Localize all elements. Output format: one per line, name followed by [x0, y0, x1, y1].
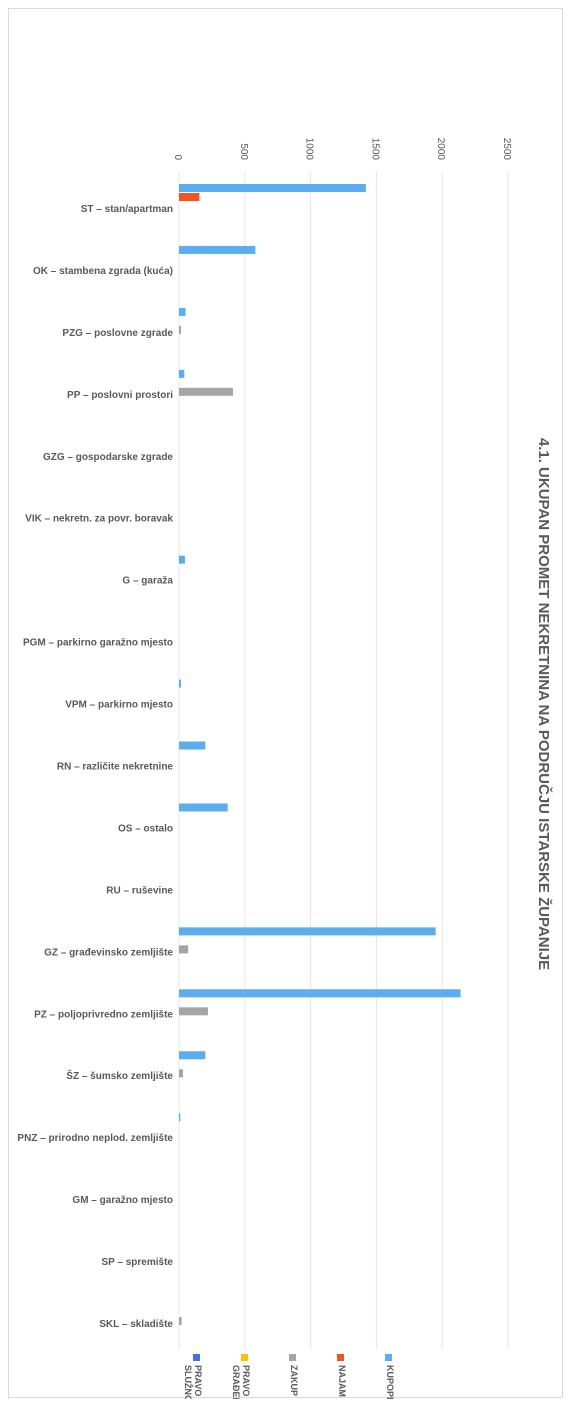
legend-entry-najam: NAJAM: [337, 1354, 347, 1397]
legend-label-pravo-sluznosti-1: SLUŽNOSTI: [183, 1365, 194, 1399]
legend-label-kupoprodaja: KUPOPRODAJA: [385, 1365, 395, 1399]
category-label-pnz-prirodno-neplod-zemljiste: PNZ – prirodno neplod. zemljište: [17, 1133, 173, 1144]
bar-kupoprodaja-gz-gra-evinsko-zemljiste: [179, 927, 436, 936]
category-label-pgm-parkirno-garazno-mjesto: PGM – parkirno garažno mjesto: [23, 638, 173, 649]
category-label-ru-rusevine: RU – ruševine: [106, 885, 173, 896]
bar-kupoprodaja-ok-stambena-zgrada-kuca: [179, 245, 256, 254]
bar-zakup-pz-poljoprivredno-zemljiste: [179, 1007, 208, 1016]
category-label-pp-poslovni-prostori: PP – poslovni prostori: [67, 390, 173, 401]
category-label-rn-razlicite-nekretnine: RN – različite nekretnine: [57, 762, 174, 773]
bar-najam-st-stan-apartman: [179, 193, 200, 201]
tick-label-2500: 2500: [501, 138, 512, 161]
legend-label-pravo-gra-enja-1: GRAĐENJA: [231, 1365, 241, 1399]
category-label-vpm-parkirno-mjesto: VPM – parkirno mjesto: [65, 700, 173, 711]
category-label-gm-garazno-mjesto: GM – garažno mjesto: [72, 1195, 173, 1206]
legend-label-najam: NAJAM: [337, 1365, 347, 1397]
category-label-ok-stambena-zgrada-kuca: OK – stambena zgrada (kuća): [33, 266, 173, 277]
legend-label-pravo-sluznosti-0: PRAVO: [193, 1365, 203, 1396]
bar-kupoprodaja-pp-poslovni-prostori: [179, 369, 185, 378]
bar-kupoprodaja-pz-poljoprivredno-zemljiste: [179, 989, 461, 998]
bar-kupoprodaja-g-garaza: [179, 555, 185, 564]
category-label-pzg-poslovne-zgrade: PZG – poslovne zgrade: [62, 328, 173, 339]
category-label-skl-skladiste: SKL – skladište: [99, 1319, 173, 1330]
category-label-gzg-gospodarske-zgrade: GZG – gospodarske zgrade: [43, 452, 173, 463]
legend-entry-kupoprodaja: KUPOPRODAJA: [385, 1354, 395, 1399]
category-label-os-ostalo: OS – ostalo: [118, 823, 173, 834]
legend-swatch-kupoprodaja: [385, 1354, 392, 1361]
category-label-sz-sumsko-zemljiste: ŠZ – šumsko zemljište: [66, 1069, 173, 1082]
bar-zakup-skl-skladiste: [179, 1317, 182, 1326]
legend-swatch-zakup: [289, 1354, 296, 1361]
bar-kupoprodaja-rn-razlicite-nekretnine: [179, 741, 206, 750]
category-label-gz-gra-evinsko-zemljiste: GZ – građevinsko zemljište: [44, 947, 173, 958]
category-label-sp-spremiste: SP – spremište: [101, 1257, 173, 1268]
tick-label-1000: 1000: [304, 138, 315, 161]
bar-chart: 0 500 1000 1500 2000 2500 ST – stan/apartman OK…: [17, 138, 553, 1399]
bar-kupoprodaja-sz-sumsko-zemljiste: [179, 1051, 206, 1060]
category-label-vik-nekretn-za-povr-boravak: VIK – nekretn. za povr. boravak: [25, 514, 173, 525]
tick-label-500: 500: [238, 143, 249, 160]
chart-title: 4.1. UKUPAN PROMET NEKRETNINA NA PODRUČJ…: [535, 438, 553, 970]
bar-zakup-sz-sumsko-zemljiste: [179, 1069, 183, 1078]
bar-kupoprodaja-st-stan-apartman: [179, 184, 366, 192]
bar-kupoprodaja-pzg-poslovne-zgrade: [179, 307, 186, 316]
legend-entry-zakup: ZAKUP: [289, 1354, 299, 1396]
bar-zakup-pzg-poslovne-zgrade: [179, 325, 181, 334]
bar-kupoprodaja-pnz-prirodno-neplod-zemljiste: [179, 1113, 181, 1122]
bar-kupoprodaja-os-ostalo: [179, 803, 228, 812]
legend-swatch-najam: [337, 1354, 344, 1361]
legend-swatch-pravo-sluznosti: [193, 1354, 200, 1361]
chart-frame: 0 500 1000 1500 2000 2500 ST – stan/apartman OK…: [8, 8, 563, 1399]
tick-label-1500: 1500: [369, 138, 380, 161]
bar-zakup-pp-poslovni-prostori: [179, 387, 233, 396]
category-label-st-stan-apartman: ST – stan/apartman: [81, 204, 173, 215]
tick-label-0: 0: [172, 154, 183, 160]
bar-zakup-gz-gra-evinsko-zemljiste: [179, 945, 189, 954]
legend-swatch-pravo-gra-enja: [241, 1354, 248, 1361]
tick-label-2000: 2000: [435, 138, 446, 161]
legend-label-zakup: ZAKUP: [289, 1365, 299, 1396]
bar-kupoprodaja-vpm-parkirno-mjesto: [179, 679, 181, 688]
category-label-g-garaza: G – garaža: [122, 576, 173, 587]
category-label-pz-poljoprivredno-zemljiste: PZ – poljoprivredno zemljište: [34, 1009, 173, 1020]
legend-label-pravo-gra-enja-0: PRAVO: [241, 1365, 251, 1396]
